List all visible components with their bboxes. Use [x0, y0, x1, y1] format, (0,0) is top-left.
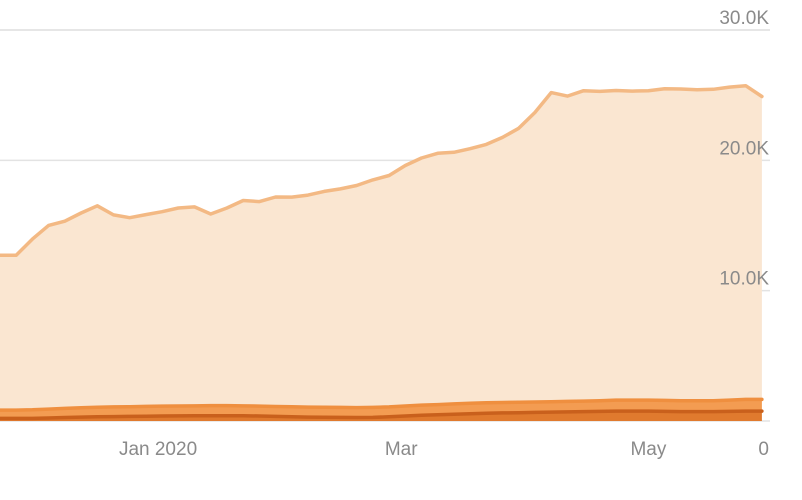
x-tick-label-2: May — [630, 439, 666, 460]
series-area-2 — [0, 85, 762, 411]
y-tick-label-2: 20.0K — [719, 138, 769, 159]
series-line-2 — [0, 83, 764, 258]
series-lines — [0, 83, 764, 421]
y-tick-label-0: 0 — [758, 439, 769, 460]
series-line-1 — [0, 397, 764, 412]
series-line-0 — [0, 409, 764, 421]
x-tick-label-1: Mar — [385, 439, 418, 460]
x-tick-label-0: Jan 2020 — [119, 439, 197, 460]
y-tick-label-1: 10.0K — [719, 269, 769, 290]
series-areas — [0, 85, 762, 421]
axis-tick-labels: 0 10.0K 20.0K 30.0K Jan 2020 Mar May — [119, 8, 769, 460]
y-tick-label-3: 30.0K — [719, 8, 769, 29]
